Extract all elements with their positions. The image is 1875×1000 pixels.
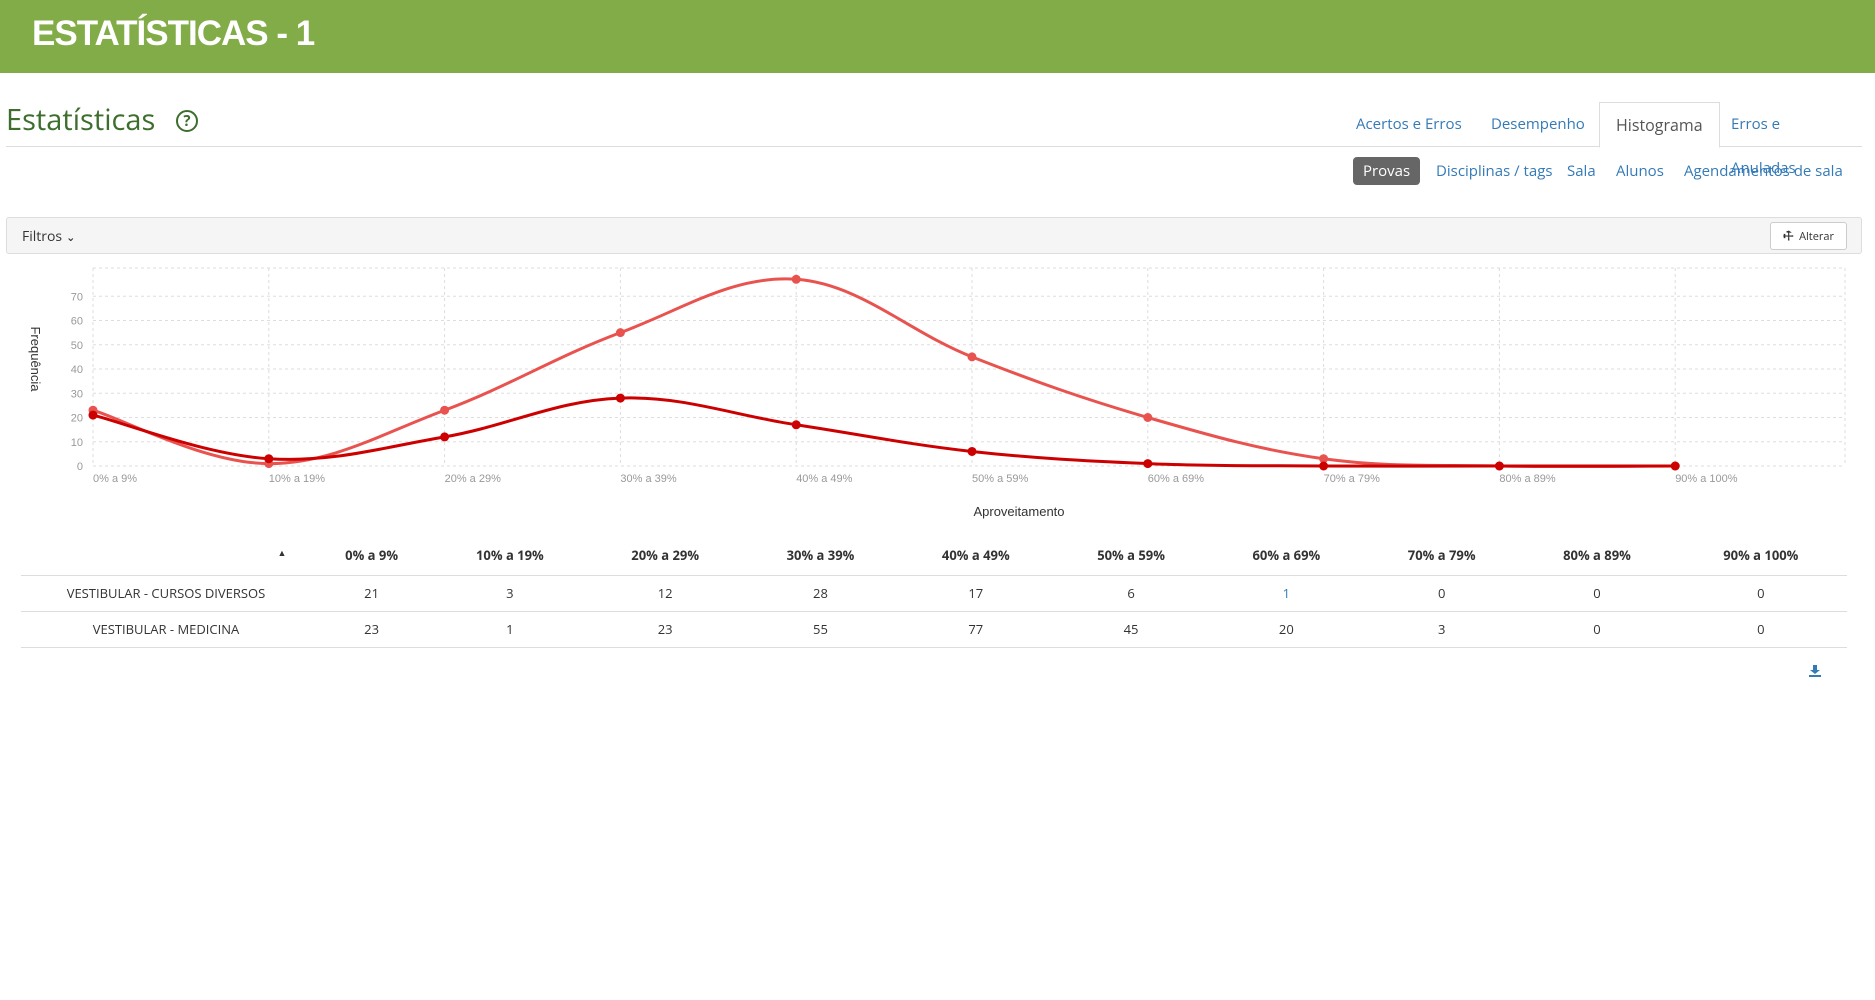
table-cell: 55 (742, 611, 899, 648)
download-icon[interactable] (1808, 664, 1822, 678)
x-tick-label: 30% a 39% (620, 473, 676, 485)
alter-button[interactable]: ⚒Alterar (1770, 222, 1847, 250)
main-tabs: Acertos e Erros Desempenho Histograma Er… (6, 102, 1862, 178)
y-tick-label: 70 (71, 291, 83, 303)
data-point[interactable] (1143, 413, 1153, 422)
table-cell: 17 (898, 575, 1054, 612)
col-header[interactable]: 20% a 29% (587, 535, 743, 576)
table-header-row: ▲ 0% a 9% 10% a 19% 20% a 29% 30% a 39% … (21, 535, 1847, 576)
subtab-provas[interactable]: Provas (1353, 157, 1421, 185)
x-tick-label: 10% a 19% (269, 473, 325, 485)
subtab-disciplinas-tags[interactable]: Disciplinas / tags (1436, 161, 1553, 181)
table-cell: 21 (311, 575, 433, 612)
col-header[interactable]: 30% a 39% (742, 535, 899, 576)
x-tick-label: 40% a 49% (796, 473, 852, 485)
table-cell: 77 (898, 611, 1054, 648)
table-cell: 20 (1208, 611, 1365, 648)
table-cell: 0 (1674, 575, 1847, 612)
table-cell: 0 (1519, 575, 1675, 612)
table-cell: 28 (742, 575, 899, 612)
x-tick-label: 70% a 79% (1324, 473, 1380, 485)
data-point[interactable] (264, 454, 274, 464)
table-cell: 1 (432, 611, 588, 648)
header-banner: ESTATÍSTICAS - 1 (0, 0, 1875, 73)
sort-header[interactable]: ▲ (21, 535, 311, 576)
histogram-chart: 0 10 20 30 40 50 60 70 0% a 9% 10% a 19% 20% a 29%… (28, 267, 1846, 519)
table-cell: 0 (1674, 611, 1847, 648)
sort-up-icon: ▲ (277, 545, 287, 559)
row-label: VESTIBULAR - CURSOS DIVERSOS (21, 575, 311, 612)
y-tick-label: 60 (71, 316, 83, 328)
data-point[interactable] (615, 328, 625, 338)
y-tick-label: 10 (71, 437, 83, 449)
wrench-icon: ⚒ (1778, 225, 1799, 246)
col-header[interactable]: 70% a 79% (1364, 535, 1520, 576)
sub-tabs: Provas Disciplinas / tags Sala Alunos Ag… (1353, 157, 1853, 185)
y-tick-label: 0 (77, 461, 83, 473)
table-cell: 3 (432, 575, 588, 612)
y-tick-label: 40 (71, 364, 83, 376)
table-cell: 3 (1364, 611, 1520, 648)
y-tick-label: 20 (71, 413, 83, 425)
data-point[interactable] (440, 432, 450, 442)
chevron-down-icon: ⌄ (66, 230, 76, 245)
tab-histograma[interactable]: Histograma (1599, 102, 1720, 148)
col-header[interactable]: 60% a 69% (1208, 535, 1365, 576)
question-circle-icon[interactable]: ? (176, 110, 198, 132)
table-cell: 23 (587, 611, 743, 648)
table-cell: 0 (1364, 575, 1520, 612)
x-tick-label: 20% a 29% (445, 473, 501, 485)
tab-desempenho[interactable]: Desempenho (1491, 114, 1585, 134)
data-point[interactable] (440, 405, 450, 415)
x-axis-label: Aproveitamento (973, 504, 1064, 519)
data-point[interactable] (1319, 461, 1329, 471)
filters-label: Filtros (22, 227, 63, 246)
data-point[interactable] (88, 410, 98, 420)
banner-title: ESTATÍSTICAS - 1 (32, 14, 315, 53)
table-row: VESTIBULAR - CURSOS DIVERSOS 21 3 12 28 … (21, 575, 1847, 612)
x-tick-label: 90% a 100% (1675, 473, 1738, 485)
subtab-alunos[interactable]: Alunos (1616, 161, 1664, 181)
filters-toggle[interactable]: Filtros ⌄ (22, 227, 75, 246)
x-tick-label: 80% a 89% (1499, 473, 1555, 485)
y-tick-label: 50 (71, 340, 83, 352)
data-point[interactable] (967, 352, 977, 362)
subtab-sala[interactable]: Sala (1567, 161, 1596, 181)
data-point[interactable] (1670, 461, 1680, 471)
subtab-agendamentos-de-sala[interactable]: Agendamentos de sala (1684, 161, 1843, 181)
x-tick-label: 0% a 9% (93, 473, 137, 485)
data-point[interactable] (1143, 459, 1153, 469)
table-row: VESTIBULAR - MEDICINA 23 1 23 55 77 45 2… (21, 611, 1847, 648)
table-cell: 23 (311, 611, 433, 648)
table-cell: 12 (587, 575, 743, 612)
tab-erros-e-anuladas[interactable]: Erros e Anuladas (1731, 114, 1796, 178)
x-tick-label: 60% a 69% (1148, 473, 1204, 485)
col-header[interactable]: 10% a 19% (432, 535, 588, 576)
y-axis-label: Frequência (28, 326, 43, 392)
y-tick-label: 30 (71, 388, 83, 400)
page-title: Estatísticas (6, 100, 156, 139)
col-header[interactable]: 40% a 49% (898, 535, 1054, 576)
data-point[interactable] (1494, 461, 1504, 471)
histogram-table: ▲ 0% a 9% 10% a 19% 20% a 29% 30% a 39% … (21, 535, 1847, 648)
col-header[interactable]: 90% a 100% (1674, 535, 1847, 576)
data-point[interactable] (791, 420, 801, 430)
x-tick-label: 50% a 59% (972, 473, 1028, 485)
data-point[interactable] (615, 393, 625, 403)
col-header[interactable]: 80% a 89% (1519, 535, 1675, 576)
data-point[interactable] (791, 274, 801, 284)
filter-bar: Filtros ⌄ ⚒Alterar (6, 217, 1862, 254)
alter-label: Alterar (1799, 229, 1834, 244)
data-point[interactable] (967, 446, 977, 456)
col-header[interactable]: 50% a 59% (1053, 535, 1209, 576)
table-cell: 1 (1208, 575, 1365, 612)
data-point[interactable] (1319, 454, 1329, 464)
col-header[interactable]: 0% a 9% (311, 535, 433, 576)
table-cell: 6 (1053, 575, 1209, 612)
tab-acertos-e-erros[interactable]: Acertos e Erros (1356, 114, 1462, 134)
row-label: VESTIBULAR - MEDICINA (21, 611, 311, 648)
series-line (92, 396, 1676, 468)
table-cell: 0 (1519, 611, 1675, 648)
table-cell: 45 (1053, 611, 1209, 648)
